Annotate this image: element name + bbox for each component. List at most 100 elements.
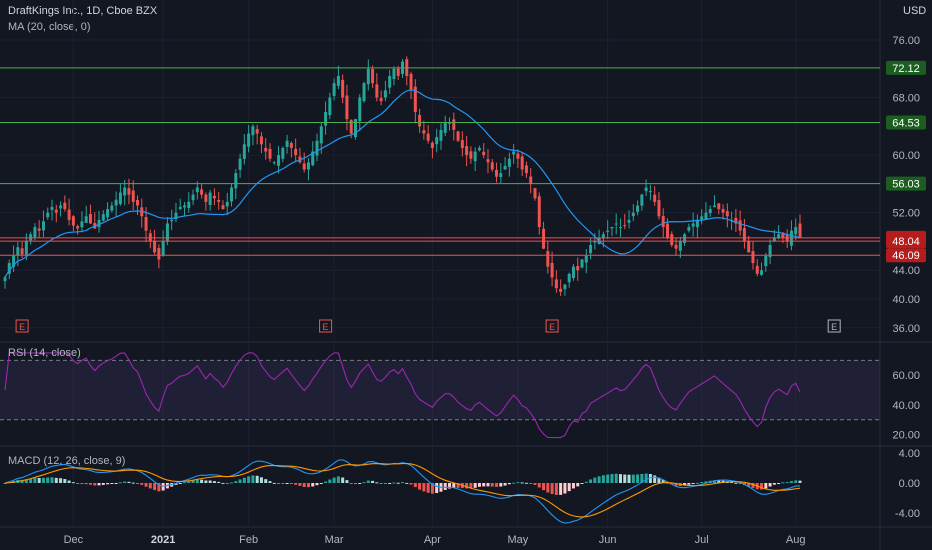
macd-histogram-bar [614,473,618,483]
price-tick-label: 76.00 [892,35,920,47]
macd-histogram-bar [183,482,187,484]
earnings-marker [827,319,841,333]
candle-body [76,226,80,229]
macd-histogram-bar [503,483,507,486]
candle-body [277,155,281,166]
macd-histogram-bar [772,483,776,485]
candle-body [341,79,345,98]
currency-label: USD [903,5,927,17]
candle-body [319,126,323,144]
macd-histogram-bar [383,483,387,484]
candle-body [230,187,234,202]
x-tick-label: Feb [239,534,258,546]
candle-body [567,273,571,283]
macd-histogram-bar [200,479,204,483]
moving-average-line [4,89,801,278]
macd-histogram-bar [315,483,319,486]
candle-body [272,162,276,164]
macd-histogram-bar [473,483,477,488]
candle-body [426,133,430,141]
macd-histogram-bar [631,474,635,483]
macd-histogram-bar [306,483,310,488]
candle-body [550,262,554,278]
macd-histogram-bar [144,483,148,487]
macd-histogram-bar [204,480,208,483]
macd-histogram-bar [392,482,396,484]
macd-histogram-bar [123,481,127,483]
candle-body [576,266,580,271]
candle-body [584,255,588,263]
chart-title: DraftKings Inc., 1D, Cboe BZX [8,5,158,17]
candle-body [144,216,148,231]
macd-histogram-bar [482,483,486,487]
candle-body [687,227,691,231]
candle-body [507,158,511,167]
candle-body [234,173,238,189]
candle-body [101,214,105,221]
candle-body [524,165,528,174]
macd-histogram-bar [353,483,357,485]
macd-histogram-bar [328,479,332,483]
macd-histogram-bar [571,483,575,489]
candle-body [371,68,375,84]
macd-histogram-bar [255,475,259,483]
macd-histogram-bar [285,483,289,484]
macd-tick-label: -4.00 [895,508,920,520]
macd-histogram-bar [554,483,558,495]
macd-histogram-bar [691,483,695,484]
macd-histogram-bar [136,483,139,484]
candle-body [183,205,187,208]
macd-histogram-bar [537,483,541,488]
macd-histogram-bar [648,473,652,483]
candle-body [7,263,11,274]
candle-body [537,196,541,228]
candle-body [349,119,353,134]
candle-body [533,188,537,199]
candle-body [559,288,563,292]
candle-body [477,147,481,151]
candle-body [212,195,216,199]
macd-histogram-bar [375,482,379,484]
macd-histogram-bar [3,483,7,484]
macd-histogram-bar [225,483,229,484]
candle-body [153,240,157,253]
macd-histogram-bar [674,483,678,486]
macd-histogram-bar [366,480,370,483]
macd-histogram-bar [401,482,404,484]
macd-histogram-bar [542,483,546,491]
macd-histogram-bar [448,483,452,489]
macd-histogram-bar [751,483,755,488]
candle-body [16,247,20,256]
macd-histogram-bar [264,479,268,483]
candle-body [627,219,631,223]
macd-histogram-bar [110,483,114,484]
candle-body [430,142,434,148]
macd-histogram-bar [178,483,182,484]
macd-histogram-bar [336,476,340,483]
macd-histogram-bar [661,480,665,483]
candle-body [148,233,152,242]
candle-body [593,241,597,243]
macd-histogram-bar [93,483,97,486]
candle-body [20,248,24,255]
level-price-label: 46.09 [892,250,920,262]
candle-body [490,162,494,170]
macd-histogram-bar [195,479,199,483]
macd-histogram-bar [430,483,434,494]
rsi-line [4,352,801,439]
candle-body [362,83,366,102]
candle-body [170,219,174,222]
candle-body [610,227,614,229]
level-price-label: 48.04 [892,236,920,248]
candle-body [499,173,503,177]
earnings-marker [15,319,29,333]
candle-body [631,212,635,217]
rsi-tick-label: 60.00 [892,370,920,382]
level-price-label: 64.53 [892,118,920,130]
macd-histogram-bar [738,483,742,484]
x-tick-label: Jun [599,534,617,546]
macd-signal-line [4,462,801,518]
candle-body [12,255,16,267]
candle-body [640,194,644,206]
